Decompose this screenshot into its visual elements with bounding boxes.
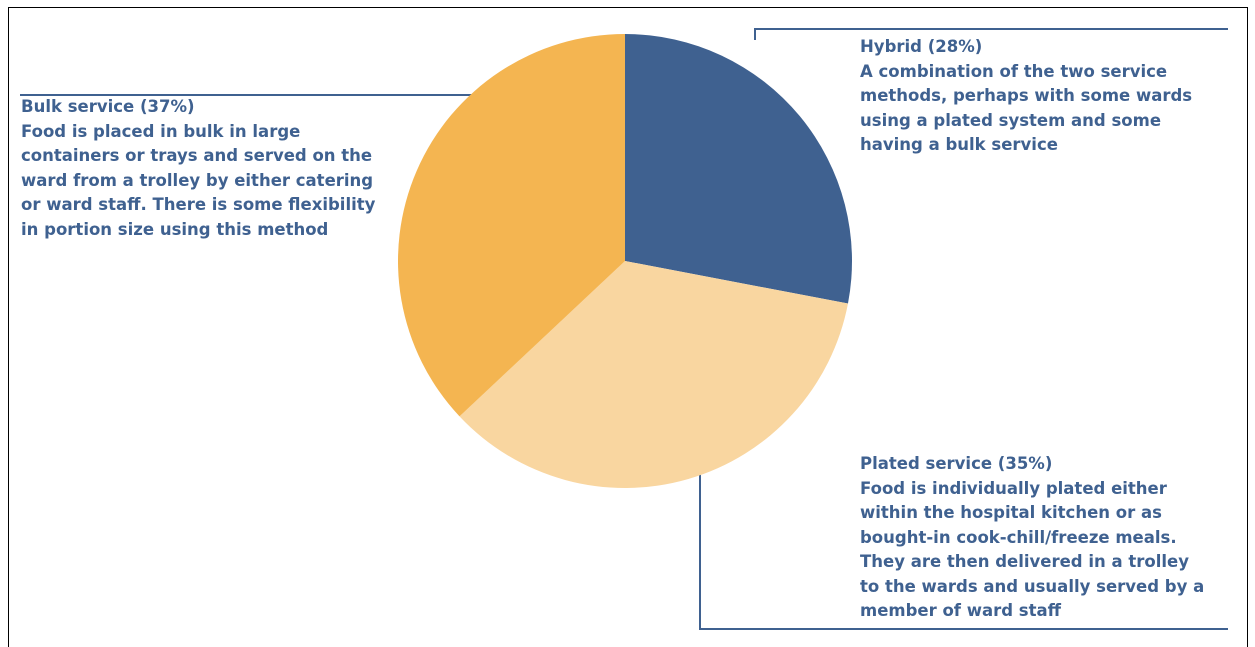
slice-label-description: A combination of the two service methods… [860, 61, 1193, 155]
slice-label-title: Bulk service (37%) [21, 97, 195, 116]
leader-line-hybrid [754, 28, 1228, 40]
chart-frame [8, 7, 1248, 647]
slice-label-description: Food is individually plated either withi… [860, 478, 1205, 621]
leader-line-plated [699, 470, 1228, 630]
pie-slice-plated [459, 261, 848, 488]
slice-label-title: Plated service (35%) [860, 454, 1053, 473]
pie-slice-bulk [398, 34, 625, 417]
slice-label-title: Hybrid (28%) [860, 37, 983, 56]
slice-label-plated: Plated service (35%) Food is individuall… [860, 452, 1210, 624]
slice-label-bulk: Bulk service (37%) Food is placed in bul… [21, 95, 381, 242]
slice-label-hybrid: Hybrid (28%) A combination of the two se… [860, 35, 1210, 158]
pie-slice-hybrid [625, 34, 852, 304]
slice-label-description: Food is placed in bulk in large containe… [21, 121, 376, 239]
